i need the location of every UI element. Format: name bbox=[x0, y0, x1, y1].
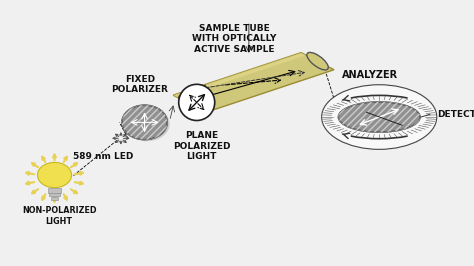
Ellipse shape bbox=[122, 105, 167, 140]
Text: NON-POLARIZED
LIGHT: NON-POLARIZED LIGHT bbox=[22, 206, 97, 226]
Text: SAMPLE TUBE
WITH OPTICALLY
ACTIVE SAMPLE: SAMPLE TUBE WITH OPTICALLY ACTIVE SAMPLE bbox=[192, 24, 277, 54]
Text: DETECTOR: DETECTOR bbox=[437, 110, 474, 119]
Ellipse shape bbox=[179, 95, 201, 113]
Text: FIXED
POLARIZER: FIXED POLARIZER bbox=[111, 75, 168, 94]
Text: 589 nm LED: 589 nm LED bbox=[73, 152, 134, 161]
Bar bbox=[48, 188, 61, 193]
Ellipse shape bbox=[179, 84, 215, 120]
Ellipse shape bbox=[124, 107, 170, 141]
Text: PLANE
POLARIZED
LIGHT: PLANE POLARIZED LIGHT bbox=[173, 131, 230, 161]
Ellipse shape bbox=[37, 162, 72, 188]
Polygon shape bbox=[173, 53, 334, 112]
Bar bbox=[49, 193, 60, 196]
Ellipse shape bbox=[338, 102, 420, 132]
Text: ANALYZER: ANALYZER bbox=[342, 70, 398, 80]
Bar bbox=[51, 197, 58, 200]
Polygon shape bbox=[173, 53, 306, 98]
Circle shape bbox=[322, 85, 437, 149]
Ellipse shape bbox=[307, 52, 328, 70]
